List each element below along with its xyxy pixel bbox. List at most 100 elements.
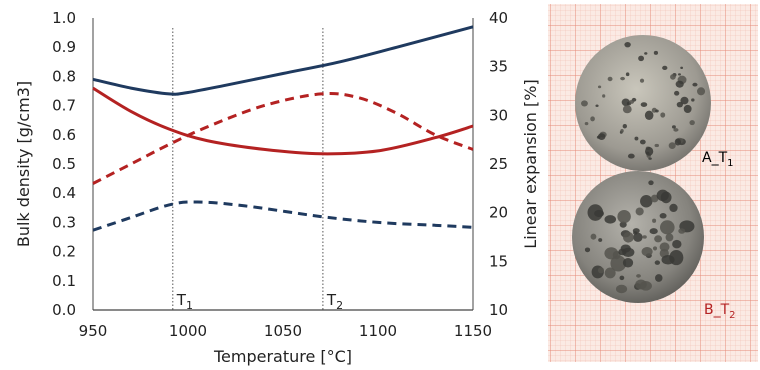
pore [597,267,604,274]
pore [697,87,706,96]
pore [659,212,667,219]
pore [644,52,648,55]
x-tick-label: 1050 [264,322,302,340]
pore [620,128,624,133]
series-line-1 [92,25,474,96]
pore [654,235,663,243]
tick-layer: 950 1000 1050 1100 1150 0.0 0.1 0.2 0.3 0.4 0.5 0.6… [52,9,508,340]
pore [639,78,645,83]
pore [669,249,684,266]
pore [670,74,676,80]
y-left-tick-label: 0.7 [52,97,76,115]
pore [625,72,630,77]
marker-label-1: T1 [176,291,193,312]
pore [636,274,641,278]
pore [602,94,606,98]
pore [635,279,647,290]
y-right-tick-label: 35 [489,58,508,76]
pore [635,207,644,216]
pore [692,82,698,87]
series-line-4 [92,200,474,232]
pore [619,275,625,281]
y-left-tick-label: 0.5 [52,155,76,173]
pore [633,232,643,242]
pore [678,228,686,234]
pore [590,116,595,122]
y-left-tick-label: 0.3 [52,213,76,231]
pore [596,135,601,139]
pore [673,128,679,132]
pore [649,228,658,235]
marker-label-2: T2 [326,291,343,312]
pore [648,180,654,186]
pore [642,235,647,239]
pore [620,76,625,81]
pore [641,247,653,257]
y-left-tick-label: 0.6 [52,126,76,144]
y-left-tick-label: 0.4 [52,184,76,202]
series-line-2 [92,86,474,156]
y-right-tick-label: 10 [489,301,508,319]
pore [652,246,658,251]
pore [675,80,684,88]
y-left-tick-label: 0.0 [52,301,76,319]
pore [607,76,613,82]
pore [650,194,659,203]
sample-b-label: B_T2 [704,302,736,321]
pore [604,215,617,224]
pore [669,203,678,213]
pore [680,66,684,69]
pore [653,50,659,55]
pore [623,232,634,243]
pore [615,284,628,294]
y-left-tick-label: 1.0 [52,9,76,27]
pore [622,105,632,114]
pore [604,267,616,279]
pore [652,218,657,223]
y-left-tick-label: 0.1 [52,272,76,290]
y-right-tick-label: 40 [489,9,508,27]
sample-a-pores [581,42,706,160]
pore [672,239,682,249]
pore [644,110,654,120]
pore [639,139,646,145]
pore [610,255,627,272]
pore [634,136,639,141]
pore [668,142,676,150]
sample-a-label: A_T1 [702,150,734,169]
series-layer [92,25,474,232]
marker-layer: T1 T2 [172,28,343,312]
pore [640,195,653,208]
pore [587,204,604,221]
pore [624,42,631,48]
y-left-tick-label: 0.9 [52,38,76,56]
pore [672,125,676,129]
pore [680,96,689,105]
pore [633,231,638,235]
pore [665,233,674,242]
y-axis-left-title: Bulk density [g/cm3] [14,81,33,247]
sample-b-pores [584,180,695,294]
y-left-tick-label: 0.8 [52,67,76,85]
x-tick-label: 1150 [454,322,492,340]
pore [676,101,683,108]
y-right-tick-label: 25 [489,155,508,173]
pore [656,189,669,202]
pore [629,100,634,104]
y-right-tick-label: 20 [489,204,508,222]
y-right-tick-label: 15 [489,252,508,270]
pore [645,146,654,156]
pore [654,274,663,282]
pore [659,242,670,252]
sample-panel: A_T1 B_T2 [548,4,758,362]
pore [660,220,675,235]
pore [640,102,648,107]
pore [584,122,589,126]
y-axis-right-title: Linear expansion [%] [521,79,540,248]
pore [622,257,634,268]
y-left-tick-label: 0.2 [52,243,76,261]
pore [638,55,645,62]
pore [584,247,591,253]
pore [689,120,695,126]
